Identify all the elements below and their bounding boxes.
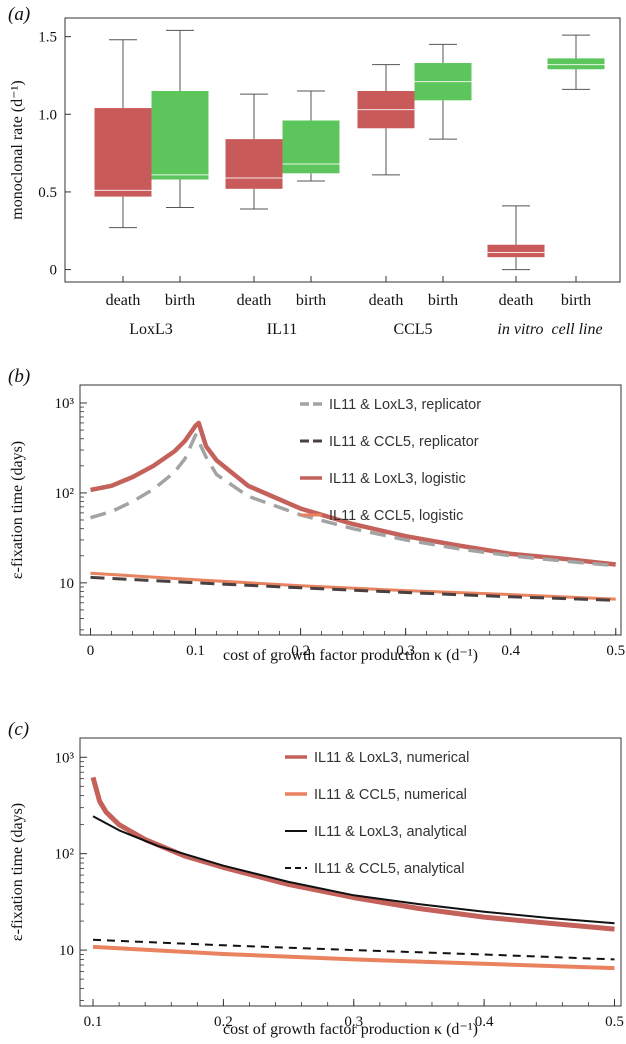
series-line-il11-loxl3-numerical xyxy=(90,776,615,932)
box-label-birth: birth xyxy=(428,292,458,309)
panel-a-frame xyxy=(64,17,621,283)
panel-c-frame xyxy=(79,737,622,1007)
box-label-birth: birth xyxy=(165,292,195,309)
y-tick-label: 10² xyxy=(55,486,75,502)
box-birth xyxy=(282,120,340,174)
y-tick-label: 0.5 xyxy=(38,185,57,201)
legend-entry: IL11 & CCL5, replicator xyxy=(329,434,479,450)
series-line-il11-ccl5-numerical xyxy=(92,944,615,971)
group-label-in-vitro: in vitro cell line xyxy=(497,321,602,338)
legend-entry: IL11 & CCL5, analytical xyxy=(314,861,464,877)
series-line-il11-loxl3-logistic xyxy=(90,420,616,567)
x-tick-label: 0.5 xyxy=(605,1014,624,1030)
panel-label-c: (c) xyxy=(8,719,29,740)
legend-entry: IL11 & LoxL3, replicator xyxy=(329,397,481,413)
box-birth xyxy=(151,90,209,180)
y-axis-label-a: monoclonal rate (d⁻¹) xyxy=(9,80,26,219)
y-tick-label: 10 xyxy=(59,943,74,959)
y-tick-label: 10³ xyxy=(55,396,75,412)
group-label: LoxL3 xyxy=(129,321,173,338)
legend-entry: IL11 & LoxL3, logistic xyxy=(329,471,466,487)
legend-entry: IL11 & LoxL3, numerical xyxy=(314,750,469,766)
box-death xyxy=(225,139,283,189)
y-tick-label: 10 xyxy=(59,576,74,592)
legend-entry: IL11 & CCL5, logistic xyxy=(329,508,463,524)
series-line-il11-loxl3-replicator xyxy=(90,433,616,568)
x-tick-label: 0.4 xyxy=(501,643,520,659)
legend-entry: IL11 & CCL5, numerical xyxy=(314,787,467,803)
box-label-death: death xyxy=(499,292,534,309)
panel-label-a: (a) xyxy=(8,4,30,25)
box-death xyxy=(94,108,152,197)
box-label-death: death xyxy=(106,292,141,309)
x-tick-label: 0.2 xyxy=(214,1014,233,1030)
x-tick-label: 0.3 xyxy=(344,1014,363,1030)
series-line-il11-ccl5-logistic xyxy=(90,571,616,601)
box-label-death: death xyxy=(369,292,404,309)
box-label-birth: birth xyxy=(561,292,591,309)
x-tick-label: 0.3 xyxy=(396,643,415,659)
x-tick-label: 0.4 xyxy=(475,1014,494,1030)
group-label: CCL5 xyxy=(393,321,432,338)
y-axis-label-c: ε-fixation time (days) xyxy=(9,803,26,941)
x-axis-label-b: cost of growth factor production κ (d⁻¹) xyxy=(223,647,478,664)
panel-label-b: (b) xyxy=(8,366,30,387)
y-tick-label: 1.5 xyxy=(38,30,57,46)
y-axis-label-b: ε-fixation time (days) xyxy=(9,441,26,579)
y-tick-label: 10³ xyxy=(55,750,75,766)
y-tick-label: 10² xyxy=(55,847,75,863)
x-tick-label: 0.5 xyxy=(606,643,625,659)
panel-b-frame xyxy=(79,384,622,636)
y-tick-label: 0 xyxy=(50,263,58,279)
x-tick-label: 0.1 xyxy=(186,643,205,659)
y-tick-label: 1.0 xyxy=(38,107,57,123)
series-line-il11-ccl5-analytical xyxy=(92,938,615,961)
box-death xyxy=(487,244,545,258)
x-axis-label-c: cost of growth factor production κ (d⁻¹) xyxy=(223,1021,478,1038)
group-label: IL11 xyxy=(267,321,298,338)
box-label-death: death xyxy=(237,292,272,309)
box-birth xyxy=(547,58,605,70)
series-line-il11-loxl3-analytical xyxy=(92,815,615,925)
x-tick-label: 0 xyxy=(87,643,95,659)
box-label-birth: birth xyxy=(296,292,326,309)
legend-entry: IL11 & LoxL3, analytical xyxy=(314,824,467,840)
x-tick-label: 0.1 xyxy=(84,1014,103,1030)
x-tick-label: 0.2 xyxy=(291,643,310,659)
